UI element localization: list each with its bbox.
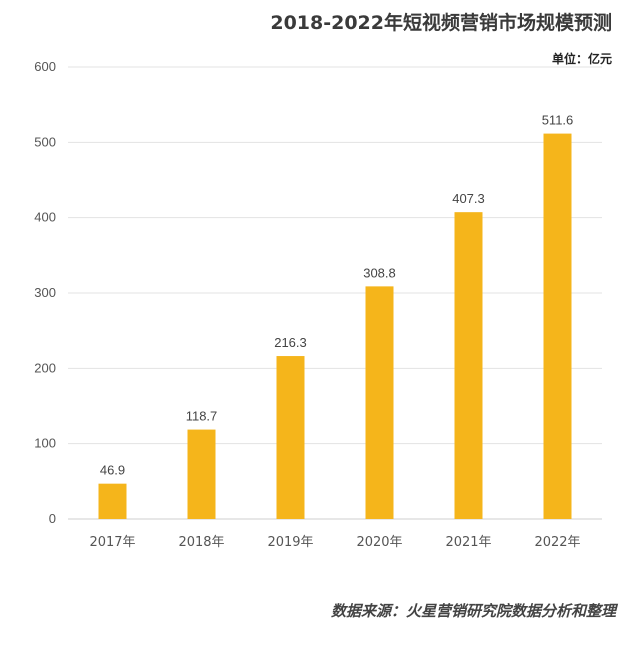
y-tick-label: 400 (34, 210, 56, 225)
bar (98, 483, 127, 519)
bar (365, 286, 394, 519)
chart-title: 2018-2022年短视频营销市场规模预测 (270, 12, 612, 34)
bar (454, 212, 483, 519)
x-axis: 2017年 2018年 2019年 2020年 2021年 2022年 (89, 535, 580, 550)
x-tick-label: 2018年 (178, 535, 224, 550)
y-tick-label: 600 (34, 59, 56, 74)
data-labels: 46.9 118.7 216.3 308.8 407.3 511.6 (100, 113, 573, 478)
bars (98, 133, 572, 519)
data-label: 407.3 (452, 191, 485, 206)
y-axis: 0 100 200 300 400 500 600 (34, 59, 56, 526)
bar (187, 429, 216, 519)
x-tick-label: 2019年 (267, 535, 313, 550)
y-tick-label: 100 (34, 436, 56, 451)
y-tick-label: 500 (34, 134, 56, 149)
x-tick-label: 2021年 (445, 535, 491, 550)
data-label: 511.6 (542, 113, 574, 128)
y-tick-label: 300 (34, 285, 56, 300)
source-note: 数据来源：火星营销研究院数据分析和整理 (330, 602, 616, 620)
data-label: 308.8 (363, 265, 396, 280)
x-tick-label: 2017年 (89, 535, 135, 550)
bar (543, 133, 572, 519)
grid-lines (68, 66, 602, 520)
data-label: 216.3 (274, 335, 307, 350)
data-label: 46.9 (100, 463, 125, 478)
unit-label: 单位：亿元 (551, 52, 612, 66)
data-label: 118.7 (186, 409, 218, 424)
y-tick-label: 0 (49, 511, 56, 526)
y-tick-label: 200 (34, 360, 56, 375)
x-tick-label: 2020年 (356, 535, 402, 550)
x-tick-label: 2022年 (534, 535, 580, 550)
bar (276, 356, 305, 519)
